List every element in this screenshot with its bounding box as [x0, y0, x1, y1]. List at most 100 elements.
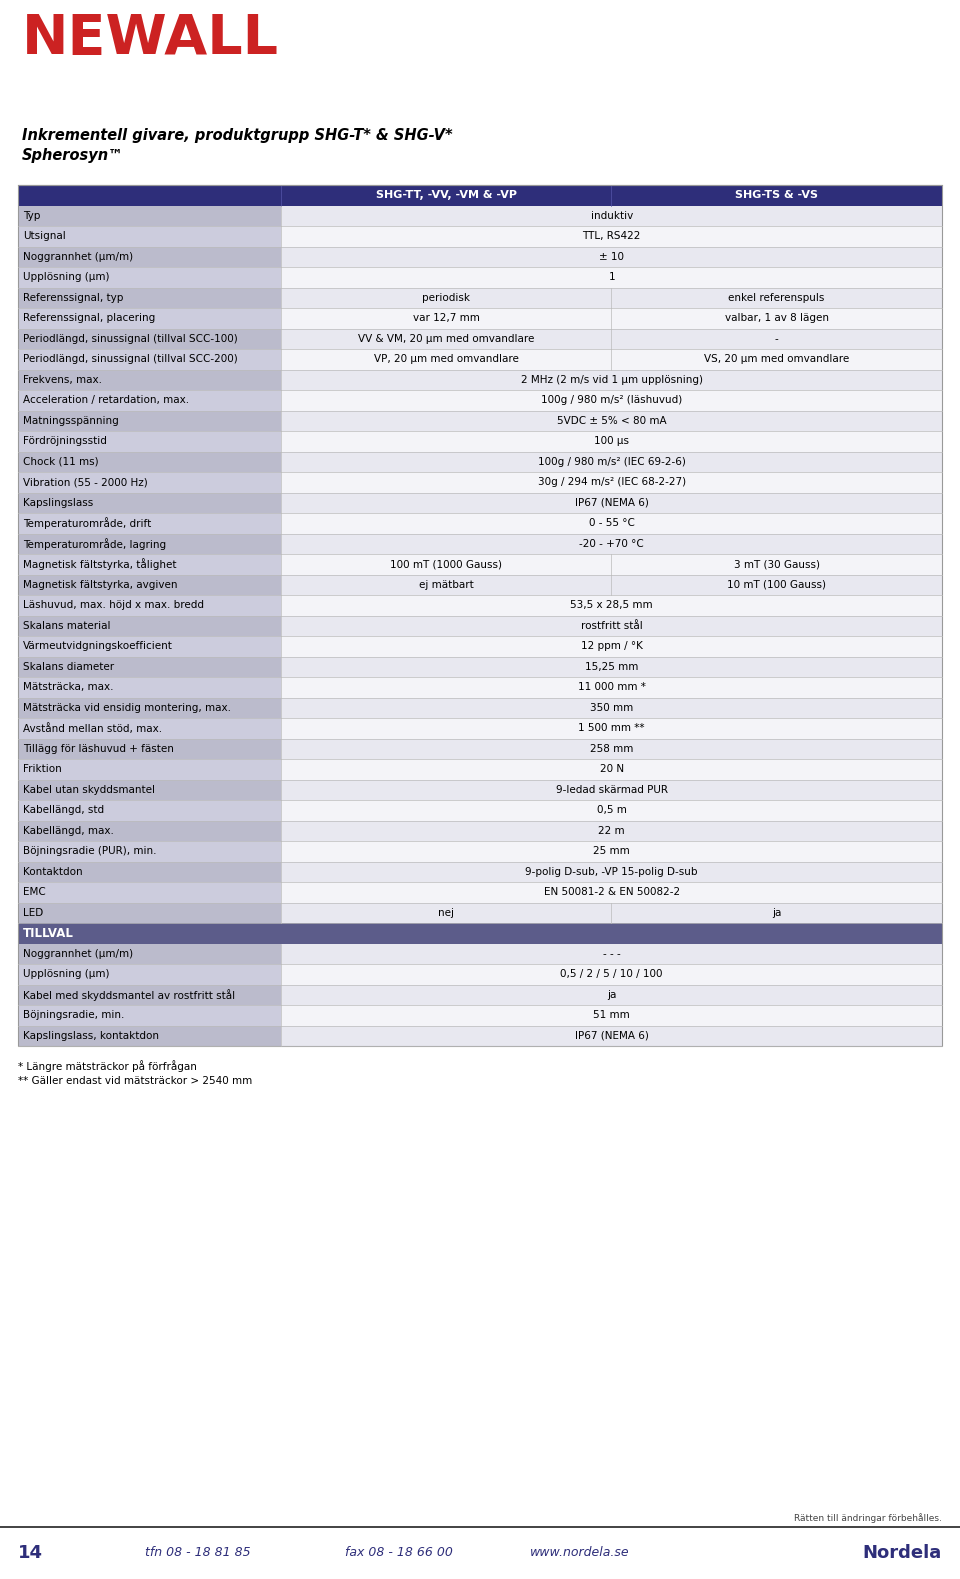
Bar [18, 718, 942, 739]
Text: ja: ja [772, 908, 781, 917]
Text: 20 N: 20 N [600, 764, 624, 774]
Text: Kontaktdon: Kontaktdon [23, 867, 83, 876]
Text: -: - [775, 333, 779, 344]
Text: Avstånd mellan stöd, max.: Avstånd mellan stöd, max. [23, 723, 162, 734]
Text: 10 mT (100 Gauss): 10 mT (100 Gauss) [727, 579, 827, 589]
Bar [18, 493, 281, 513]
Bar [18, 493, 942, 513]
Bar [18, 657, 281, 677]
Text: Friktion: Friktion [23, 764, 61, 774]
Text: Kapslingslass, kontaktdon: Kapslingslass, kontaktdon [23, 1031, 159, 1041]
Text: 9-polig D-sub, -VP 15-polig D-sub: 9-polig D-sub, -VP 15-polig D-sub [525, 867, 698, 876]
Text: Frekvens, max.: Frekvens, max. [23, 374, 102, 385]
Text: valbar, 1 av 8 lägen: valbar, 1 av 8 lägen [725, 313, 828, 324]
Bar [18, 390, 281, 411]
Bar [18, 185, 942, 1045]
Bar [18, 903, 942, 924]
Text: Noggrannhet (µm/m): Noggrannhet (µm/m) [23, 949, 133, 958]
Text: 100 µs: 100 µs [594, 436, 629, 447]
Bar [18, 965, 281, 984]
Text: 11 000 mm *: 11 000 mm * [578, 682, 646, 692]
Text: enkel referenspuls: enkel referenspuls [729, 292, 825, 303]
Text: 22 m: 22 m [598, 826, 625, 835]
Bar [18, 452, 942, 472]
Bar [18, 1004, 281, 1025]
Text: 15,25 mm: 15,25 mm [585, 662, 638, 671]
Text: TTL, RS422: TTL, RS422 [583, 231, 641, 242]
Bar [18, 842, 281, 862]
Text: Nordela: Nordela [863, 1544, 942, 1562]
Text: TILLVAL: TILLVAL [23, 927, 74, 940]
Text: 53,5 x 28,5 mm: 53,5 x 28,5 mm [570, 600, 653, 609]
Bar [18, 780, 281, 801]
Text: NEWALL: NEWALL [22, 13, 279, 66]
Bar [18, 821, 942, 842]
Bar [18, 1004, 942, 1025]
Bar [18, 513, 942, 534]
Text: Temperaturområde, drift: Temperaturområde, drift [23, 518, 152, 529]
Bar [18, 801, 942, 821]
Text: IP67 (NEMA 6): IP67 (NEMA 6) [575, 1031, 649, 1041]
Text: 9-ledad skärmad PUR: 9-ledad skärmad PUR [556, 785, 667, 794]
Text: 51 mm: 51 mm [593, 1011, 630, 1020]
Text: Kabellängd, std: Kabellängd, std [23, 805, 104, 815]
Text: IP67 (NEMA 6): IP67 (NEMA 6) [575, 497, 649, 508]
Bar [18, 349, 942, 369]
Bar [18, 595, 281, 616]
Bar [18, 984, 942, 1004]
Text: 0 - 55 °C: 0 - 55 °C [588, 518, 635, 529]
Bar [18, 267, 942, 287]
Text: SHG-TS & -VS: SHG-TS & -VS [735, 189, 818, 201]
Bar [18, 616, 942, 636]
Bar [18, 411, 281, 431]
Text: Kapslingslass: Kapslingslass [23, 497, 93, 508]
Text: 12 ppm / °K: 12 ppm / °K [581, 641, 642, 651]
Text: SHG-TT, -VV, -VM & -VP: SHG-TT, -VV, -VM & -VP [375, 189, 516, 201]
Text: Rätten till ändringar förbehålles.: Rätten till ändringar förbehålles. [794, 1513, 942, 1524]
Text: var 12,7 mm: var 12,7 mm [413, 313, 480, 324]
Text: 1 500 mm **: 1 500 mm ** [579, 723, 645, 733]
Bar [18, 1025, 942, 1045]
Text: VS, 20 µm med omvandlare: VS, 20 µm med omvandlare [704, 354, 850, 365]
Text: VV & VM, 20 µm med omvandlare: VV & VM, 20 µm med omvandlare [358, 333, 535, 344]
Text: 350 mm: 350 mm [590, 703, 634, 712]
Bar [18, 472, 281, 493]
Text: Referenssignal, typ: Referenssignal, typ [23, 292, 124, 303]
Text: Mätsträcka, max.: Mätsträcka, max. [23, 682, 113, 692]
Bar [18, 698, 942, 718]
Text: Kabel med skyddsmantel av rostfritt stål: Kabel med skyddsmantel av rostfritt stål [23, 988, 235, 1001]
Bar [18, 883, 281, 903]
Bar [18, 677, 281, 698]
Text: 2 MHz (2 m/s vid 1 µm upplösning): 2 MHz (2 m/s vid 1 µm upplösning) [520, 374, 703, 385]
Bar [18, 349, 281, 369]
Bar [18, 534, 281, 554]
Text: ** Gäller endast vid mätsträckor > 2540 mm: ** Gäller endast vid mätsträckor > 2540 … [18, 1075, 252, 1086]
Text: Upplösning (µm): Upplösning (µm) [23, 272, 109, 283]
Bar [18, 205, 281, 226]
Text: Tillägg för läshuvud + fästen: Tillägg för läshuvud + fästen [23, 744, 174, 753]
Bar [18, 267, 281, 287]
Text: ej mätbart: ej mätbart [419, 579, 473, 589]
Text: periodisk: periodisk [422, 292, 470, 303]
Text: fax 08 - 18 66 00: fax 08 - 18 66 00 [345, 1546, 453, 1560]
Bar [18, 801, 281, 821]
Bar [18, 369, 281, 390]
Text: tfn 08 - 18 81 85: tfn 08 - 18 81 85 [145, 1546, 251, 1560]
Bar [18, 657, 942, 677]
Bar [18, 185, 942, 205]
Text: Periodlängd, sinussignal (tillval SCC-100): Periodlängd, sinussignal (tillval SCC-10… [23, 333, 238, 344]
Text: Upplösning (µm): Upplösning (µm) [23, 970, 109, 979]
Text: Acceleration / retardation, max.: Acceleration / retardation, max. [23, 395, 189, 406]
Bar [18, 944, 942, 965]
Bar [18, 883, 942, 903]
Bar [18, 328, 281, 349]
Text: Läshuvud, max. höjd x max. bredd: Läshuvud, max. höjd x max. bredd [23, 600, 204, 609]
Text: Kabel utan skyddsmantel: Kabel utan skyddsmantel [23, 785, 155, 794]
Bar [18, 903, 281, 924]
Bar [18, 431, 281, 452]
Bar [18, 739, 942, 759]
Bar [18, 246, 281, 267]
Bar [18, 821, 281, 842]
Bar [18, 205, 942, 226]
Text: Fördröjningsstid: Fördröjningsstid [23, 436, 107, 447]
